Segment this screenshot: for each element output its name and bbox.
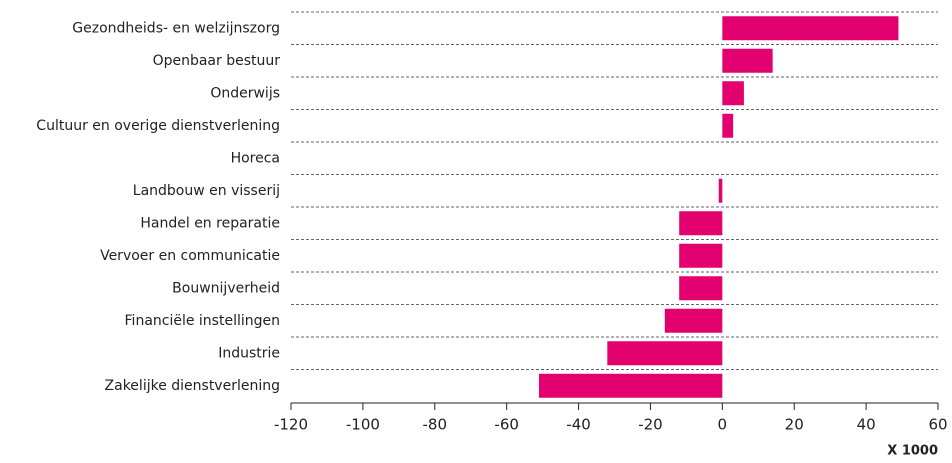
- x-tick-label: -80: [423, 416, 448, 434]
- y-tick-label: Horeca: [231, 150, 280, 166]
- bar: [664, 308, 723, 333]
- bar: [722, 81, 744, 106]
- y-tick-label: Zakelijke dienstverlening: [105, 378, 280, 394]
- bar: [718, 178, 723, 203]
- bar: [722, 16, 899, 41]
- y-tick-label: Vervoer en communicatie: [100, 248, 280, 264]
- y-tick-label: Bouwnijverheid: [172, 280, 280, 296]
- x-unit-label: X 1000: [887, 444, 938, 459]
- x-tick-label: 0: [718, 416, 728, 434]
- x-tick-label: -40: [566, 416, 591, 434]
- x-tick-label: 40: [857, 416, 876, 434]
- y-tick-label: Financiële instellingen: [125, 313, 280, 329]
- bar: [722, 113, 734, 138]
- y-tick-label: Openbaar bestuur: [153, 53, 281, 69]
- x-tick-label: 60: [928, 416, 947, 434]
- x-tick-label: -60: [494, 416, 519, 434]
- x-tick-label: 20: [785, 416, 804, 434]
- x-tick-label: -20: [638, 416, 663, 434]
- bar: [607, 341, 723, 366]
- bar: [679, 211, 723, 236]
- y-tick-label: Cultuur en overige dienstverlening: [36, 118, 280, 134]
- y-tick-label: Gezondheids- en welzijnszorg: [72, 20, 280, 36]
- bar: [679, 243, 723, 268]
- y-tick-label: Handel en reparatie: [140, 215, 280, 231]
- y-tick-label: Industrie: [218, 345, 280, 361]
- bar: [539, 373, 723, 398]
- y-tick-label: Landbouw en visserij: [133, 183, 280, 199]
- y-tick-label: Onderwijs: [210, 85, 280, 101]
- bar: [679, 276, 723, 301]
- bar: [722, 48, 773, 73]
- x-tick-label: -120: [274, 416, 308, 434]
- x-tick-label: -100: [346, 416, 380, 434]
